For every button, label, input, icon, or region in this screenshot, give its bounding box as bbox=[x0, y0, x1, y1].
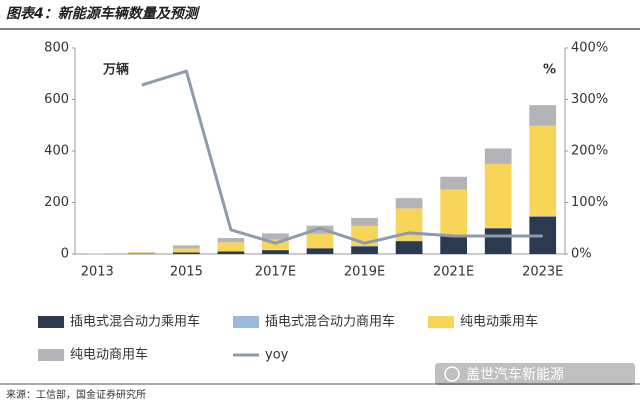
bar-segment bbox=[128, 252, 156, 254]
bar-segment bbox=[306, 233, 334, 249]
y2-tick-label: 0% bbox=[571, 247, 592, 262]
bar-segment bbox=[262, 239, 289, 250]
x-tick-label: 2015 bbox=[170, 265, 203, 280]
y2-unit: % bbox=[543, 63, 556, 78]
bar-segment bbox=[306, 248, 334, 254]
legend-swatch bbox=[38, 349, 64, 361]
legend-swatch bbox=[428, 316, 454, 328]
bar-segment bbox=[351, 246, 378, 254]
legend-label: 插电式混合动力商用车 bbox=[265, 314, 395, 330]
bar-segment bbox=[440, 235, 467, 254]
bar-segment bbox=[217, 251, 245, 254]
bar-segment bbox=[529, 215, 557, 217]
y2-tick-label: 100% bbox=[571, 195, 608, 210]
watermark-icon bbox=[444, 366, 460, 382]
bar-segment bbox=[529, 105, 557, 126]
bar-segment bbox=[262, 250, 289, 254]
x-tick-label: 2023E bbox=[522, 265, 563, 280]
bar-segment bbox=[484, 228, 512, 254]
y2-tick-label: 300% bbox=[571, 92, 608, 107]
legend-swatch bbox=[233, 316, 259, 328]
bar-segment bbox=[484, 148, 512, 164]
y2-tick-label: 200% bbox=[571, 144, 608, 159]
bar-segment bbox=[262, 233, 289, 240]
source: 来源：工信部，国金证券研究所 bbox=[6, 388, 146, 401]
y-tick-label: 0 bbox=[61, 247, 69, 262]
bar-segment bbox=[173, 248, 200, 253]
watermark: 盖世汽车新能源 bbox=[466, 366, 564, 383]
legend-label: 纯电动商用车 bbox=[70, 347, 148, 363]
legend-swatch bbox=[38, 316, 64, 328]
bar-segment bbox=[351, 217, 378, 226]
x-tick-label: 2013 bbox=[81, 265, 114, 280]
bar-segment bbox=[484, 227, 512, 229]
bar-segment bbox=[484, 163, 512, 228]
line bbox=[141, 69, 543, 245]
bar-segment bbox=[395, 198, 423, 209]
bar-segment bbox=[173, 245, 200, 249]
legend-label: yoy bbox=[265, 348, 289, 363]
bar-segment bbox=[395, 240, 423, 242]
bar-segment bbox=[173, 252, 200, 254]
y-unit: 万辆 bbox=[102, 62, 129, 78]
bar-segment bbox=[440, 176, 467, 190]
y-tick-label: 200 bbox=[44, 195, 69, 210]
bar-segment bbox=[395, 241, 423, 254]
y-tick-label: 600 bbox=[44, 92, 69, 107]
legend-label: 纯电动乘用车 bbox=[460, 314, 538, 330]
y2-tick-label: 400% bbox=[571, 41, 608, 56]
bar-segment bbox=[217, 238, 245, 243]
x-tick-label: 2019E bbox=[344, 265, 385, 280]
y-tick-label: 400 bbox=[44, 144, 69, 159]
x-tick-label: 2017E bbox=[255, 265, 296, 280]
x-tick-label: 2021E bbox=[433, 265, 474, 280]
bar-segment bbox=[217, 242, 245, 252]
bar-segment bbox=[440, 189, 467, 236]
legend-label: 插电式混合动力乘用车 bbox=[70, 314, 200, 330]
watermark-bg bbox=[435, 363, 635, 385]
bar-segment bbox=[529, 125, 557, 216]
chart-title: 图表4：新能源车辆数量及预测 bbox=[6, 5, 201, 22]
y-tick-label: 800 bbox=[44, 41, 69, 56]
